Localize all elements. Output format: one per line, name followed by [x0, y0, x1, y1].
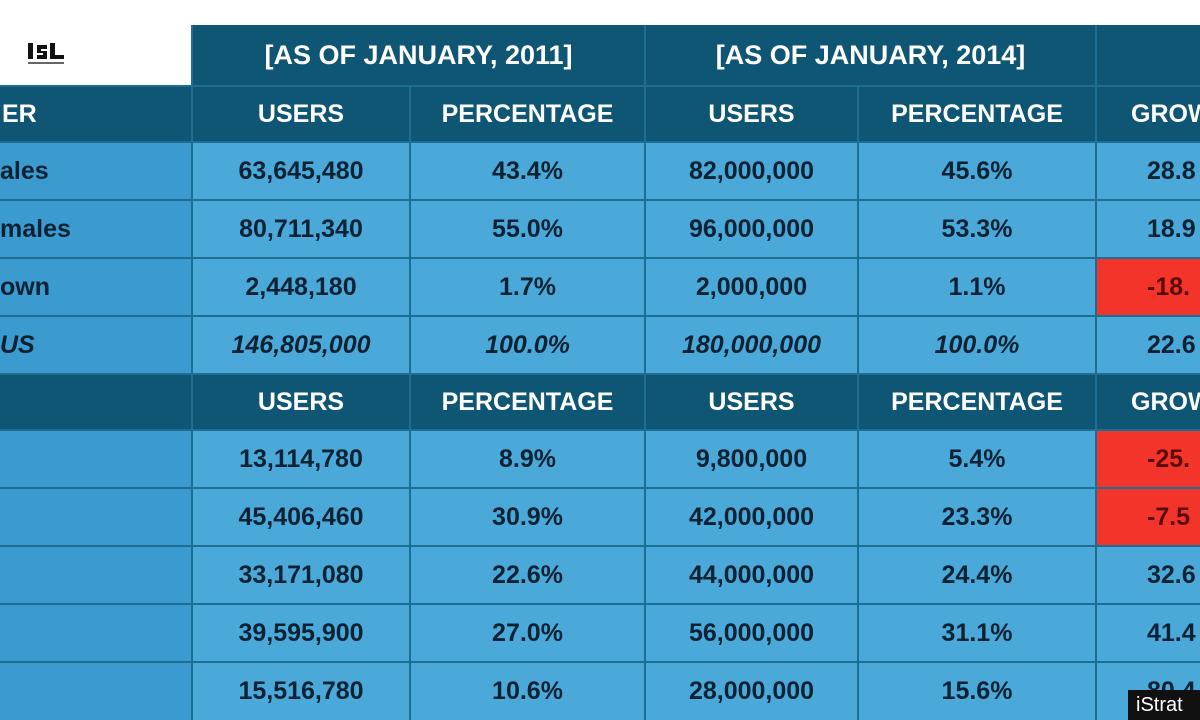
age-growth: -25. — [1097, 431, 1200, 487]
gender-percentage-2014-header: PERCENTAGE — [859, 87, 1095, 141]
age-percentage-2014: 31.1% — [859, 605, 1095, 661]
age-users-2014: 44,000,000 — [646, 547, 857, 603]
gender-users-2011: 63,645,480 — [193, 143, 409, 199]
age-percentage-2011-header: PERCENTAGE — [411, 375, 644, 429]
age-growth: -7.5 — [1097, 489, 1200, 545]
gender-growth: 18.9 — [1097, 201, 1200, 257]
gender-percentage-2011-header: PERCENTAGE — [411, 87, 644, 141]
age-row-label — [0, 489, 191, 545]
age-label-header — [0, 375, 191, 429]
age-users-2014: 42,000,000 — [646, 489, 857, 545]
gender-users-2014-header: USERS — [646, 87, 857, 141]
age-users-2011: 39,595,900 — [193, 605, 409, 661]
gender-users-2014: 2,000,000 — [646, 259, 857, 315]
gender-percentage-2011: 43.4% — [411, 143, 644, 199]
gender-percentage-2014: 45.6% — [859, 143, 1095, 199]
gender-users-2014: 96,000,000 — [646, 201, 857, 257]
gender-percentage-2011: 1.7% — [411, 259, 644, 315]
social-users-table: [AS OF JANUARY, 2011] [AS OF JANUARY, 201… — [0, 25, 1200, 720]
age-users-2011: 15,516,780 — [193, 663, 409, 720]
gender-users-2014: 180,000,000 — [646, 317, 857, 373]
age-users-2011: 45,406,460 — [193, 489, 409, 545]
age-percentage-2014: 23.3% — [859, 489, 1095, 545]
age-percentage-2011: 30.9% — [411, 489, 644, 545]
growth-period-header — [1097, 25, 1200, 85]
gender-percentage-2014: 1.1% — [859, 259, 1095, 315]
gender-users-2014: 82,000,000 — [646, 143, 857, 199]
age-percentage-2014: 5.4% — [859, 431, 1095, 487]
age-percentage-2011: 10.6% — [411, 663, 644, 720]
age-users-2011: 33,171,080 — [193, 547, 409, 603]
age-percentage-2014-header: PERCENTAGE — [859, 375, 1095, 429]
isl-logo-icon — [28, 43, 64, 64]
gender-percentage-2014: 53.3% — [859, 201, 1095, 257]
gender-percentage-2011: 55.0% — [411, 201, 644, 257]
age-row-label — [0, 547, 191, 603]
age-percentage-2011: 22.6% — [411, 547, 644, 603]
gender-growth: -18. — [1097, 259, 1200, 315]
gender-row-label: US — [0, 317, 191, 373]
gender-growth: 28.8 — [1097, 143, 1200, 199]
gender-row-label: ales — [0, 143, 191, 199]
gender-users-2011: 146,805,000 — [193, 317, 409, 373]
age-growth: 41.4 — [1097, 605, 1200, 661]
age-percentage-2011: 27.0% — [411, 605, 644, 661]
gender-percentage-2014: 100.0% — [859, 317, 1095, 373]
age-users-2014: 56,000,000 — [646, 605, 857, 661]
age-row-label — [0, 663, 191, 720]
age-percentage-2014: 15.6% — [859, 663, 1095, 720]
age-users-2014: 28,000,000 — [646, 663, 857, 720]
age-growth-header: GROW — [1097, 375, 1200, 429]
gender-row-label: males — [0, 201, 191, 257]
age-users-2011: 13,114,780 — [193, 431, 409, 487]
age-percentage-2014: 24.4% — [859, 547, 1095, 603]
age-growth: 32.6 — [1097, 547, 1200, 603]
gender-growth: 22.6 — [1097, 317, 1200, 373]
period-2014-header: [AS OF JANUARY, 2014] — [646, 25, 1095, 85]
gender-row-label: own — [0, 259, 191, 315]
watermark: iStrat — [1128, 690, 1200, 720]
gender-percentage-2011: 100.0% — [411, 317, 644, 373]
age-users-2014: 9,800,000 — [646, 431, 857, 487]
gender-growth-header: GROW — [1097, 87, 1200, 141]
age-percentage-2011: 8.9% — [411, 431, 644, 487]
age-row-label — [0, 431, 191, 487]
top-margin — [0, 0, 1200, 25]
gender-users-2011-header: USERS — [193, 87, 409, 141]
gender-users-2011: 2,448,180 — [193, 259, 409, 315]
age-row-label — [0, 605, 191, 661]
age-users-2014-header: USERS — [646, 375, 857, 429]
gender-users-2011: 80,711,340 — [193, 201, 409, 257]
age-users-2011-header: USERS — [193, 375, 409, 429]
period-2011-header: [AS OF JANUARY, 2011] — [193, 25, 644, 85]
gender-label-header: ER — [0, 87, 191, 141]
logo-cell — [0, 25, 191, 85]
